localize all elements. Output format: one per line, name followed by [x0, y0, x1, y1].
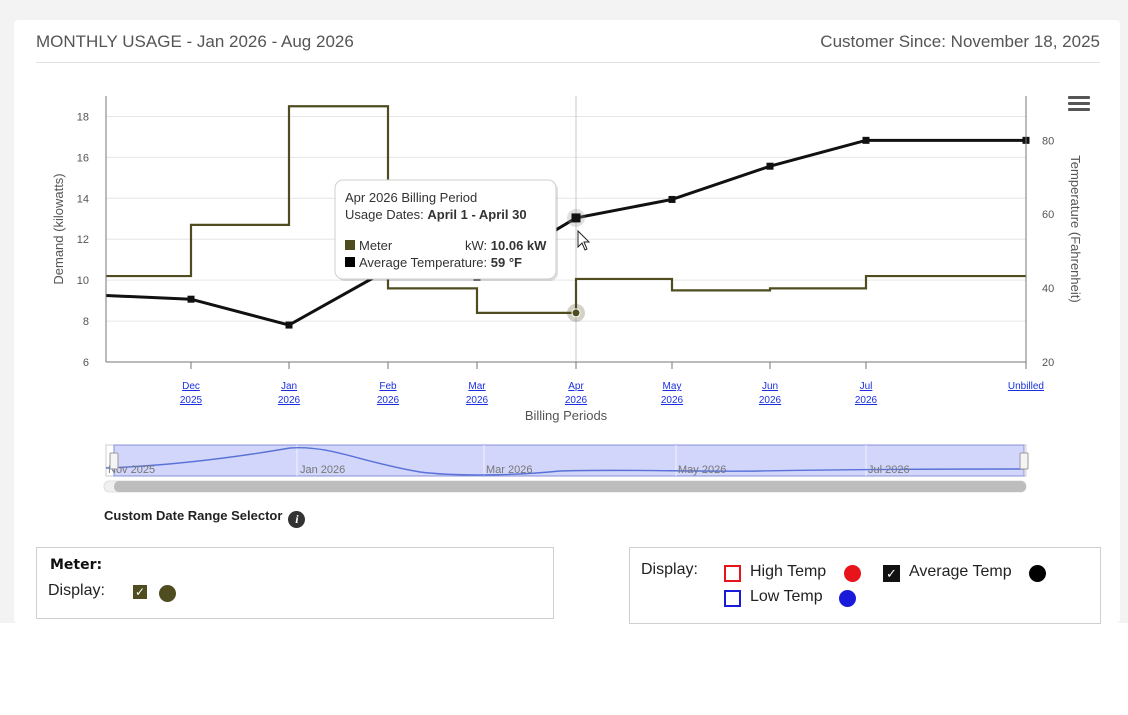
- left-tick-label: 14: [77, 193, 89, 205]
- x-tick-label-year[interactable]: 2026: [565, 395, 588, 406]
- navigator-series: [105, 446, 1025, 476]
- tooltip-kw-label: kW:: [465, 238, 491, 253]
- low-temp-dot: [839, 590, 856, 607]
- navigator-scrollbar-thumb[interactable]: [114, 481, 1026, 492]
- tooltip-usage-dates: Usage Dates: April 1 - April 30: [345, 207, 527, 222]
- temperature-point[interactable]: [668, 195, 676, 203]
- tooltip-kw: kW: 10.06 kW: [465, 238, 547, 253]
- custom-date-range-label: Custom Date Range Selector: [104, 508, 283, 523]
- tooltip-meter-label: Meter: [359, 238, 393, 253]
- customer-since: Customer Since: November 18, 2025: [820, 32, 1100, 51]
- x-tick-label-year[interactable]: 2026: [759, 395, 782, 406]
- custom-date-range-selector[interactable]: Custom Date Range Selector i: [104, 508, 306, 528]
- low-temp-checkbox[interactable]: [724, 590, 741, 607]
- high-temp-dot: [844, 565, 861, 582]
- right-tick-label: 40: [1042, 283, 1054, 295]
- left-tick-label: 10: [77, 275, 89, 287]
- tooltip-temp-label: Average Temperature:: [359, 255, 491, 270]
- high-temp-label: High Temp: [750, 563, 827, 580]
- meter-display-checkbox[interactable]: ✓: [133, 585, 147, 599]
- average-temp-label: Average Temp: [909, 563, 1012, 580]
- info-icon[interactable]: i: [288, 511, 306, 528]
- x-tick-label-link[interactable]: Mar: [468, 381, 486, 392]
- x-tick-label-year[interactable]: 2025: [180, 395, 203, 406]
- temperature-point[interactable]: [766, 162, 774, 170]
- navigator-label: May 2026: [678, 464, 726, 476]
- average-temp-dot: [1029, 565, 1046, 582]
- x-tick-label-year[interactable]: 2026: [466, 395, 489, 406]
- header-divider: [36, 62, 1100, 63]
- x-tick-label-link[interactable]: Jan: [281, 381, 297, 392]
- temperature-point[interactable]: [285, 321, 293, 329]
- x-tick-label-year[interactable]: 2026: [855, 395, 878, 406]
- x-tick-label-link[interactable]: Dec: [182, 381, 200, 392]
- navigator-label: Jan 2026: [300, 464, 345, 476]
- page-title: MONTHLY USAGE - Jan 2026 - Aug 2026: [36, 32, 354, 51]
- tooltip-meter-swatch: [345, 240, 355, 250]
- meter-panel: Meter: Display: ✓: [36, 547, 554, 619]
- left-axis-title: Demand (kilowatts): [51, 173, 66, 284]
- navigator-right-handle[interactable]: [1019, 452, 1029, 470]
- tooltip-temp-value: 59 °F: [491, 255, 522, 270]
- x-tick-label-link[interactable]: Jul: [860, 381, 873, 392]
- x-tick-label-link[interactable]: Apr: [568, 381, 584, 392]
- x-tick-label-link[interactable]: May: [663, 381, 682, 392]
- temperature-point[interactable]: [187, 295, 195, 303]
- x-tick-label-link[interactable]: Unbilled: [1008, 381, 1044, 392]
- right-tick-label: 20: [1042, 357, 1054, 369]
- hamburger-menu-icon[interactable]: [1068, 96, 1090, 114]
- navigator-label: Mar 2026: [486, 464, 532, 476]
- tooltip-temp: Average Temperature: 59 °F: [359, 255, 522, 270]
- x-axis-title: Billing Periods: [525, 408, 608, 423]
- tooltip-temp-swatch: [345, 257, 355, 267]
- meter-display-label: Display:: [48, 582, 105, 599]
- average-temp-checkbox[interactable]: ✓: [883, 565, 900, 582]
- meter-step-line: [106, 105, 1026, 314]
- left-tick-label: 12: [77, 234, 89, 246]
- meter-color-dot: [159, 585, 176, 602]
- x-tick-label-link[interactable]: Jun: [762, 381, 778, 392]
- right-tick-label: 60: [1042, 209, 1054, 221]
- right-axis-title: Temperature (Fahrenheit): [1068, 155, 1083, 302]
- temperature-panel: Display: High Temp ✓ Average Temp Low Te…: [629, 547, 1101, 624]
- temperature-line: [105, 138, 1026, 327]
- tooltip-box: [334, 179, 557, 280]
- navigator-label: Jul 2026: [868, 464, 910, 476]
- high-temp-checkbox[interactable]: [724, 565, 741, 582]
- x-tick-label-year[interactable]: 2026: [661, 395, 684, 406]
- temperature-hover-point[interactable]: [571, 213, 581, 223]
- left-tick-label: 18: [77, 111, 89, 123]
- mouse-cursor-icon: [577, 229, 591, 251]
- left-tick-label: 16: [77, 152, 89, 164]
- temperature-point[interactable]: [862, 136, 870, 144]
- tooltip-dates-value: April 1 - April 30: [427, 207, 526, 222]
- meter-panel-title: Meter:: [50, 557, 103, 573]
- low-temp-label: Low Temp: [750, 588, 823, 605]
- tooltip-title: Apr 2026 Billing Period: [345, 190, 477, 205]
- navigator-left-handle[interactable]: [109, 452, 119, 470]
- left-tick-label: 8: [83, 316, 89, 328]
- temp-display-label: Display:: [641, 561, 698, 578]
- tooltip-kw-value: 10.06 kW: [491, 238, 547, 253]
- navigator-label: Nov 2025: [108, 464, 155, 476]
- x-tick-label-year[interactable]: 2026: [278, 395, 301, 406]
- right-tick-label: 80: [1042, 135, 1054, 147]
- tooltip-dates-label: Usage Dates:: [345, 207, 427, 222]
- left-tick-label: 6: [83, 357, 89, 369]
- meter-hover-point[interactable]: [571, 308, 581, 318]
- usage-chart: 6 8 10 12 14 16 18 20 40 60 80 Dec 2025 Jan 2026 Feb 202…: [51, 96, 1083, 493]
- x-tick-label-year[interactable]: 2026: [377, 395, 400, 406]
- x-tick-label-link[interactable]: Feb: [379, 381, 397, 392]
